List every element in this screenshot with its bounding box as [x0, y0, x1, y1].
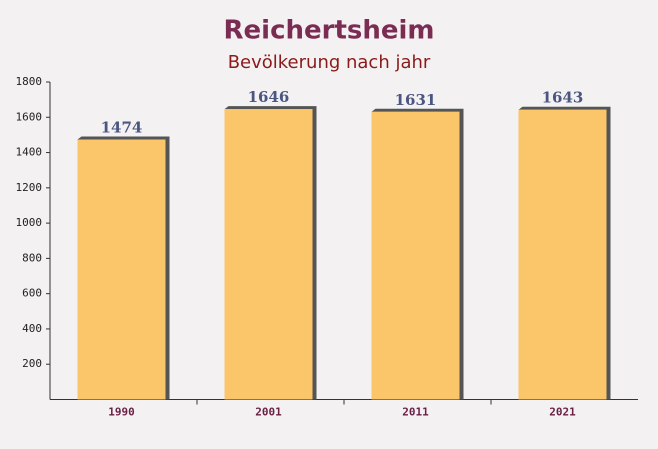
bar — [77, 139, 166, 400]
x-tick-label: 2011 — [402, 406, 429, 419]
x-tick-label: 2021 — [549, 406, 576, 419]
x-tick-label: 2001 — [255, 406, 282, 419]
y-tick-label: 200 — [22, 357, 42, 370]
y-tick-label: 1200 — [16, 181, 43, 194]
value-label: 1631 — [395, 91, 437, 109]
value-label: 1646 — [248, 88, 290, 106]
y-tick-label: 1000 — [16, 216, 43, 229]
value-label: 1643 — [542, 89, 584, 107]
y-tick-label: 1800 — [16, 75, 43, 88]
x-tick-label: 1990 — [108, 406, 135, 419]
y-tick-label: 800 — [22, 251, 42, 264]
y-tick-label: 600 — [22, 287, 42, 300]
y-tick-label: 1400 — [16, 146, 43, 159]
bar — [371, 111, 460, 400]
chart-subtitle: Bevölkerung nach jahr — [228, 52, 431, 73]
value-label: 1474 — [101, 119, 143, 137]
bar — [518, 109, 607, 400]
chart-title: Reichertsheim — [224, 16, 435, 46]
y-tick-label: 400 — [22, 322, 42, 335]
bar — [224, 109, 313, 400]
y-tick-label: 1600 — [16, 110, 43, 123]
